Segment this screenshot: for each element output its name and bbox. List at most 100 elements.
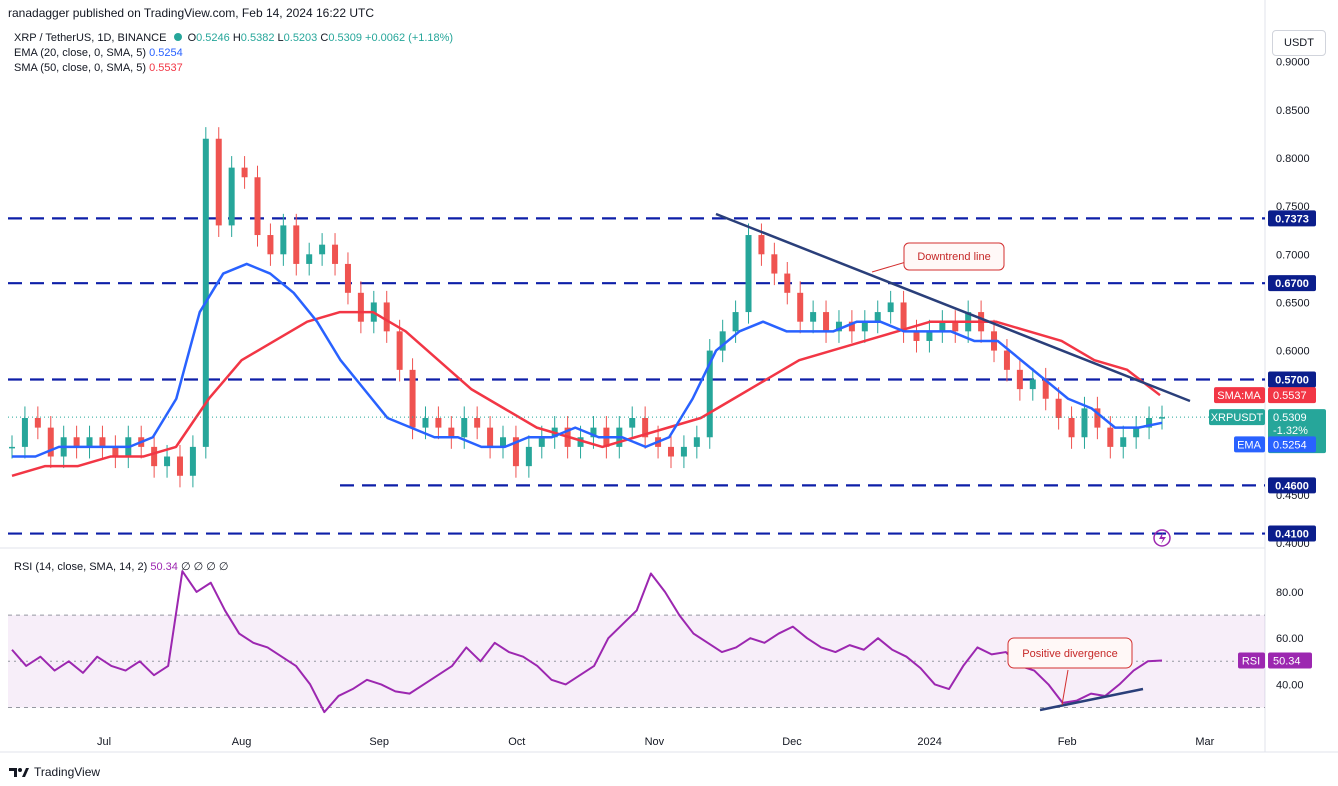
candle-body — [1120, 437, 1127, 447]
level-price-label: 0.4100 — [1275, 529, 1309, 541]
candle-body — [538, 437, 545, 447]
ema-value-label: 0.5254 — [1273, 439, 1307, 451]
ohlc-low: 0.5203 — [283, 32, 318, 44]
price-tick-label: 0.8500 — [1276, 105, 1310, 117]
rsi-tick-label: 60.00 — [1276, 633, 1304, 645]
candle-body — [900, 302, 907, 332]
footer-brand-label: TradingView — [34, 765, 101, 779]
candle-body — [525, 446, 532, 467]
candle-body — [344, 263, 351, 293]
candle-body — [835, 321, 842, 332]
candle-body — [926, 331, 933, 341]
candle-body — [1016, 369, 1023, 390]
symbol-row: XRP / TetherUS, 1D, BINANCE O0.5246 H0.5… — [14, 32, 454, 44]
footer-brand: TradingView — [8, 765, 100, 779]
candle-body — [280, 225, 287, 255]
level-price-label: 0.6700 — [1275, 278, 1309, 290]
candle-body — [758, 235, 765, 255]
level-price-tag — [1268, 477, 1316, 494]
time-tick-label: 2024 — [917, 736, 941, 748]
candle-body — [461, 418, 468, 438]
candle-body — [86, 437, 93, 447]
candle-body — [577, 437, 584, 447]
rsi-tag — [1238, 652, 1265, 669]
time-tick-label: Mar — [1195, 736, 1214, 748]
candle-body — [487, 427, 494, 447]
candle-body — [810, 312, 817, 322]
publisher-line: ranadagger published on TradingView.com,… — [8, 6, 375, 20]
chart-legend: XRP / TetherUS, 1D, BINANCE O0.5246 H0.5… — [14, 31, 453, 76]
candle-body — [332, 244, 339, 264]
candle-body — [202, 138, 209, 447]
candle-body — [306, 254, 313, 264]
candle-body — [706, 350, 713, 438]
ema-legend-value: 0.5254 — [149, 47, 183, 59]
candle-body — [848, 321, 855, 332]
divergence-annotation-text: Positive divergence — [1022, 648, 1117, 660]
rsi-tag-label: RSI — [1242, 656, 1260, 668]
rsi-value-tag — [1268, 652, 1312, 669]
candle-body — [396, 331, 403, 370]
level-price-tag — [1268, 371, 1316, 388]
candle-body — [629, 418, 636, 428]
ema-legend-label: EMA (20, close, 0, SMA, 5) — [14, 47, 147, 59]
candle-body — [409, 369, 416, 428]
rsi-legend-label[interactable]: RSI (14, close, SMA, 14, 2) — [14, 561, 148, 573]
rsi-tick-label: 80.00 — [1276, 587, 1304, 599]
candle-body — [383, 302, 390, 332]
price-tick-label: 0.7000 — [1276, 249, 1310, 261]
candle-body — [693, 437, 700, 447]
divergence-pointer — [1061, 669, 1069, 706]
candle-body — [667, 446, 674, 457]
symbol-label[interactable]: XRP / TetherUS, 1D, BINANCE — [14, 32, 167, 44]
rsi-tick-label: 40.00 — [1276, 679, 1304, 691]
candle-body — [1094, 408, 1101, 428]
candle-body — [719, 331, 726, 351]
candle-body — [293, 225, 300, 264]
rsi-legend-extra: ∅ ∅ ∅ ∅ — [180, 561, 229, 573]
candle-body — [215, 138, 222, 226]
time-tick-label: Sep — [369, 736, 389, 748]
candle-body — [771, 254, 778, 274]
candle-body — [939, 321, 946, 332]
candle-body — [1042, 379, 1049, 399]
candle-body — [448, 427, 455, 438]
candle-body — [176, 456, 183, 476]
candle-body — [887, 302, 894, 313]
ema-legend-row[interactable]: EMA (20, close, 0, SMA, 5) 0.5254 — [14, 46, 453, 61]
sma-line — [11, 310, 1161, 477]
price-tick-label: 0.6500 — [1276, 297, 1310, 309]
sma-tag — [1214, 387, 1265, 404]
candle-body — [1146, 418, 1153, 428]
downtrend-annotation-text: Downtrend line — [917, 251, 990, 263]
status-dot-icon — [173, 33, 182, 41]
candle-body — [1055, 398, 1062, 418]
currency-button[interactable]: USDT — [1272, 30, 1326, 56]
ohlc-open: 0.5246 — [196, 32, 230, 44]
candle-body — [1068, 418, 1075, 438]
candle-body — [112, 446, 119, 457]
price-tick-label: 0.7500 — [1276, 201, 1310, 213]
candle-body — [861, 321, 868, 332]
candle-body — [784, 273, 791, 293]
candle-body — [1003, 350, 1010, 370]
ohlc-high: 0.5382 — [240, 32, 275, 44]
sma-legend-row[interactable]: SMA (50, close, 0, SMA, 5) 0.5537 — [14, 61, 453, 76]
candle-body — [357, 292, 364, 322]
candle-body — [1029, 379, 1036, 390]
level-price-label: 0.7373 — [1275, 213, 1309, 225]
candle-body — [474, 418, 481, 428]
time-tick-label: Feb — [1058, 736, 1077, 748]
candle-body — [21, 418, 28, 447]
candle-body — [435, 418, 442, 428]
annotation-box — [903, 242, 1005, 271]
ohlc-close: 0.5309 — [328, 32, 362, 44]
last-price-tag-line: -1.32% — [1273, 425, 1308, 437]
candle-body — [823, 312, 830, 332]
price-tick-label: 0.8000 — [1276, 153, 1310, 165]
candle-body — [47, 427, 54, 457]
candle-body — [73, 437, 80, 447]
ohlc-change: +0.0062 (+1.18%) — [365, 32, 454, 44]
candle-body — [952, 321, 959, 332]
